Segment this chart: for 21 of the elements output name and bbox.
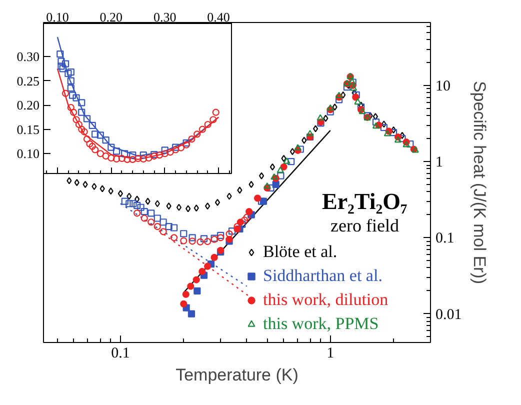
y-tick-label: 0.15	[16, 122, 40, 137]
y-tick-label: 0.01	[436, 306, 462, 323]
x-tick-label: 0.30	[153, 10, 176, 24]
legend-label: this work, dilution	[263, 290, 388, 310]
annotation: zero field	[330, 216, 399, 236]
x-tick-label: 0.10	[46, 10, 69, 24]
x-axis-title: Temperature (K)	[176, 366, 298, 384]
legend-label: Siddharthan et al.	[263, 266, 382, 286]
y-tick-label: 0.30	[16, 49, 40, 64]
y-tick-label: 0.25	[16, 73, 40, 88]
x-tick-label: 0.20	[100, 10, 123, 24]
legend-label: this work, PPMS	[263, 314, 379, 334]
y-tick-label: 1	[436, 154, 443, 171]
x-tick-label: 0.40	[207, 10, 230, 24]
annotation: Er₂Ti₂O₇	[322, 189, 408, 214]
legend-label: Blöte et al.	[263, 242, 338, 262]
y-tick-label: 0.1	[436, 230, 454, 247]
y-tick-label: 10	[436, 78, 450, 94]
y-tick-label: 0.20	[16, 98, 40, 113]
y-axis-title: Specific heat (J/(K mol Er))	[470, 80, 489, 284]
y-tick-label: 0.10	[16, 146, 40, 162]
